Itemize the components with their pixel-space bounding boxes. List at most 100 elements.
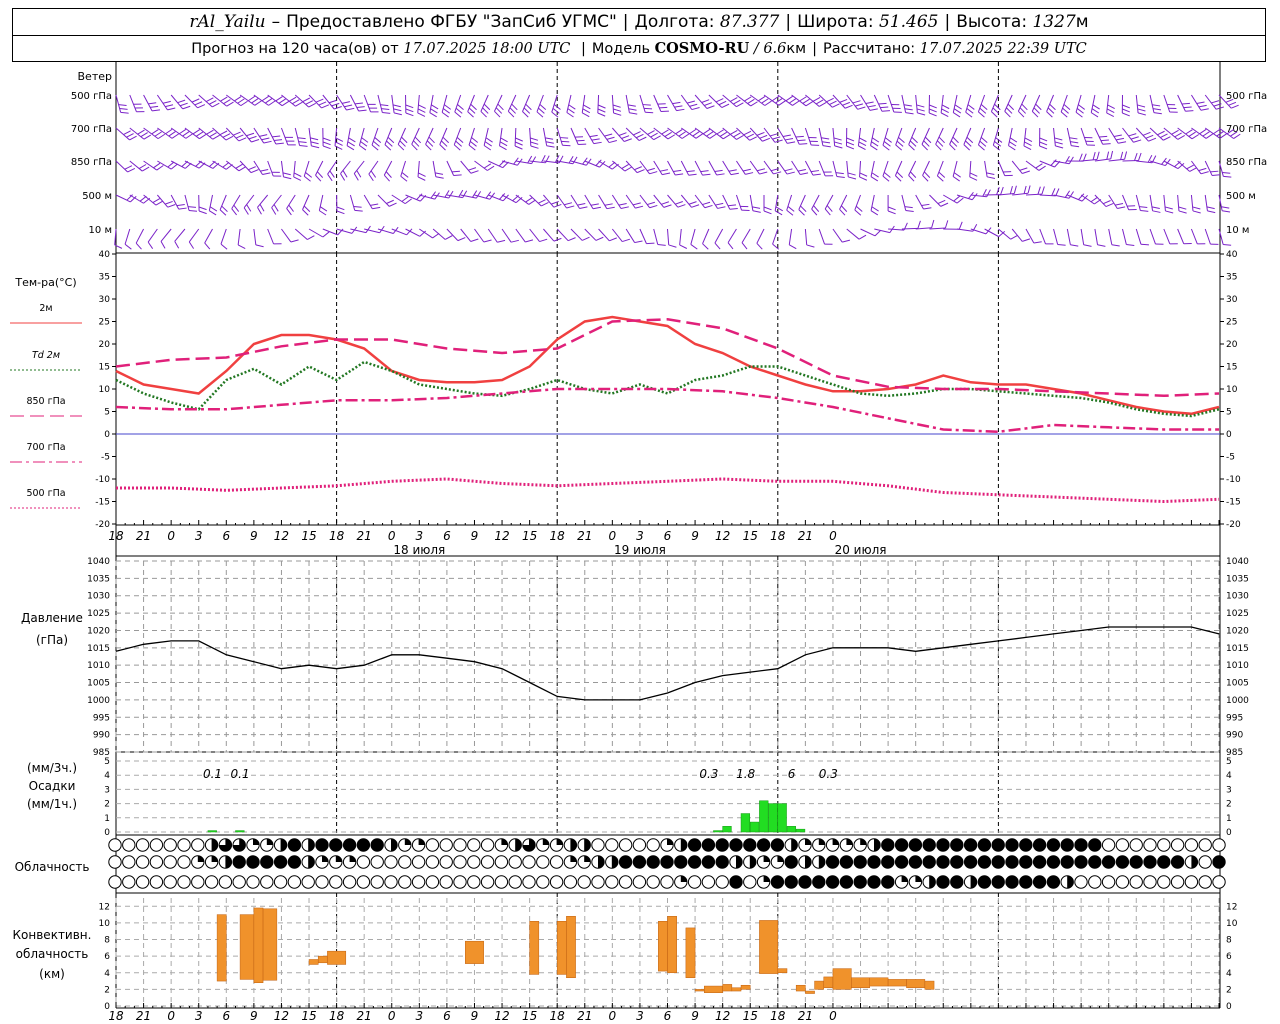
wind-barb xyxy=(625,228,643,244)
cloud-title: Облачность xyxy=(15,860,90,874)
cloud-circle xyxy=(149,855,164,869)
cloud-symbol xyxy=(329,855,343,869)
cloud-circle xyxy=(632,838,647,852)
wind-barb-feather xyxy=(167,204,176,208)
wind-barb-feather xyxy=(1054,141,1063,145)
cloud-overcast xyxy=(1115,855,1130,869)
wind-barb-feather xyxy=(857,106,866,110)
wind-barb-feather xyxy=(515,197,523,204)
cloud-fill xyxy=(280,838,287,852)
wind-barb-feather xyxy=(400,175,408,182)
wind-barb-staff xyxy=(281,94,296,107)
precip-ytick-label-right: 1 xyxy=(1226,814,1232,824)
wind-barb xyxy=(736,127,757,141)
cloud-symbol xyxy=(894,875,909,889)
wind-barb-feather xyxy=(770,168,779,172)
cloud-symbol xyxy=(260,875,274,889)
temp-xtick-label: 15 xyxy=(743,529,758,543)
wind-barb-feather xyxy=(865,101,874,105)
wind-barb xyxy=(653,194,672,208)
wind-barb xyxy=(639,228,655,245)
wind-barb-feather xyxy=(613,112,622,116)
wind-barb-staff xyxy=(1204,94,1217,110)
conv-bar xyxy=(740,984,751,990)
wind-barb-feather xyxy=(392,104,401,108)
wind-barb-feather xyxy=(455,140,462,147)
wind-barb-feather xyxy=(1050,159,1057,166)
wind-barb-feather xyxy=(140,132,148,138)
wind-barb-feather xyxy=(747,98,755,104)
cloud-circle xyxy=(384,875,398,889)
wind-barb-feather xyxy=(1023,185,1027,194)
computed-label: Рассчитано: xyxy=(822,40,916,57)
wind-barb-feather xyxy=(581,112,590,118)
cloud-overcast xyxy=(812,875,826,889)
cloud-symbol xyxy=(894,838,909,852)
pressure-ytick-label-right: 1005 xyxy=(1226,679,1249,689)
wind-barb xyxy=(1025,228,1042,244)
wind-barb xyxy=(363,94,379,113)
cloud-circle xyxy=(1170,838,1185,852)
wind-barb-feather xyxy=(515,137,523,142)
cloud-symbol xyxy=(798,875,812,889)
wind-barb-staff xyxy=(529,160,546,164)
wind-barb-feather xyxy=(483,239,492,243)
wind-barb-staff xyxy=(147,228,158,243)
cloud-symbol xyxy=(936,875,950,889)
wind-barb-feather xyxy=(240,100,248,107)
wind-barb-feather xyxy=(441,111,449,118)
wind-barb xyxy=(483,127,493,151)
wind-barb-feather xyxy=(805,101,814,107)
temp-legend-label-3: 850 гПа xyxy=(26,396,65,407)
wind-barb-feather xyxy=(499,145,507,151)
wind-barb xyxy=(460,190,482,199)
wind-barb xyxy=(1218,127,1241,139)
pressure-unit: (гПа) xyxy=(36,633,68,647)
wind-barb xyxy=(722,94,744,108)
wind-barb-feather xyxy=(346,107,355,111)
wind-barb-feather xyxy=(953,172,961,178)
cloud-circle xyxy=(1184,875,1199,889)
conv-bar xyxy=(823,976,834,988)
cloud-circle xyxy=(549,875,564,889)
wind-barb xyxy=(956,191,978,201)
wind-barb xyxy=(722,127,744,140)
wind-barb-staff xyxy=(432,160,437,177)
wind-barb xyxy=(1053,155,1074,165)
wind-barb xyxy=(115,194,137,203)
wind-barb-staff xyxy=(419,194,435,200)
wind-barb-staff xyxy=(499,127,503,146)
cloud-symbol xyxy=(908,838,923,852)
wind-barb xyxy=(212,160,233,170)
wind-barb xyxy=(170,127,193,139)
cloud-symbol xyxy=(549,855,564,869)
wind-barb-feather xyxy=(185,133,193,139)
wind-barb-staff xyxy=(468,127,475,146)
wind-barb-staff xyxy=(529,194,542,207)
wind-barb-feather xyxy=(393,112,402,116)
wind-barb-feather xyxy=(744,96,752,102)
wind-barb-feather xyxy=(833,137,842,141)
wind-barb xyxy=(763,94,786,106)
pressure-ytick-label-left: 1035 xyxy=(87,574,110,584)
wind-barb xyxy=(818,94,840,108)
wind-barb-feather xyxy=(1022,238,1031,242)
cloud-symbol xyxy=(908,875,923,889)
pressure-ytick-label-left: 990 xyxy=(93,731,110,741)
wind-barb-feather xyxy=(1130,136,1139,140)
wind-barb-feather xyxy=(539,103,547,111)
wind-barb-staff xyxy=(653,127,669,140)
wind-level-label-right: 500 гПа xyxy=(1226,91,1267,102)
wind-barb-feather xyxy=(194,101,203,106)
cloud-circle xyxy=(1198,838,1212,852)
wind-barb-feather xyxy=(859,137,867,143)
wind-barb-feather xyxy=(545,137,554,140)
wind-barb xyxy=(1135,194,1149,212)
cloud-symbol xyxy=(191,855,205,869)
wind-barb-staff xyxy=(184,194,190,211)
cloud-symbol xyxy=(1046,875,1061,889)
wind-barb-feather xyxy=(234,96,242,102)
cloud-symbol xyxy=(1143,838,1157,852)
cloud-symbol xyxy=(701,875,716,889)
wind-barb-feather xyxy=(525,239,534,243)
